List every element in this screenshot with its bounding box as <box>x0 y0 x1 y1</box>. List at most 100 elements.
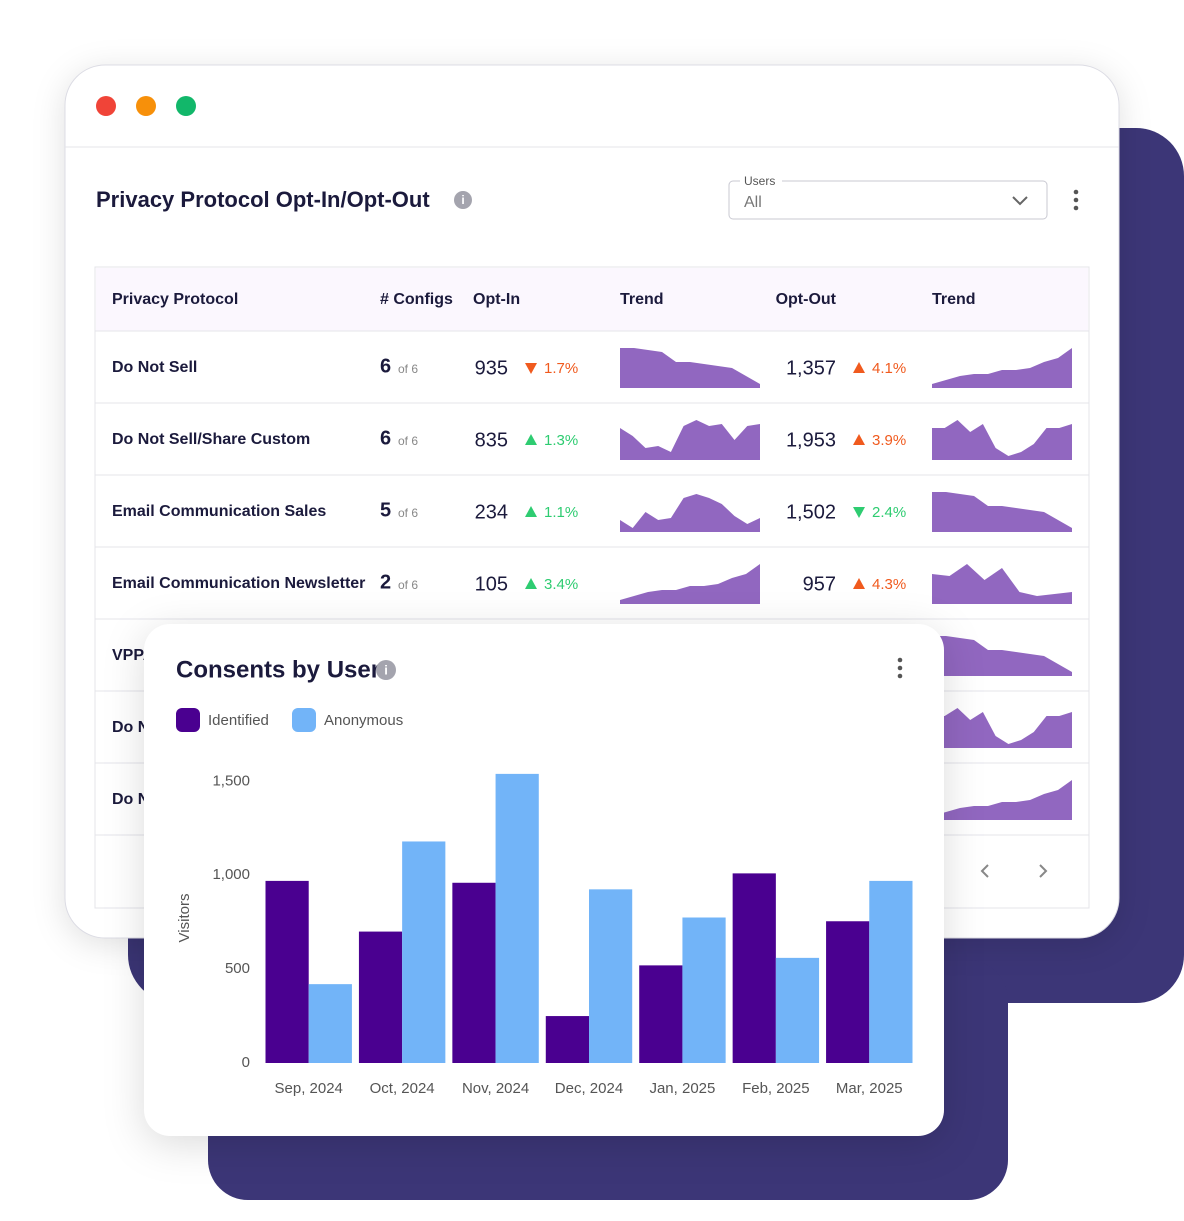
window-dot[interactable] <box>136 96 156 116</box>
sparkline <box>932 348 1072 388</box>
x-tick-label: Nov, 2024 <box>462 1080 529 1097</box>
chevron <box>1012 196 1028 206</box>
bar <box>639 965 683 1063</box>
chart-card: Consents by User i Visitors Identified An… <box>144 624 944 1136</box>
opt-out-change: 4.1% <box>872 360 906 377</box>
configs-of: of 6 <box>398 506 418 520</box>
info-glyph: i <box>384 662 388 677</box>
opt-out-change: 4.3% <box>872 576 906 593</box>
sparkline <box>620 420 760 460</box>
configs: 6 <box>380 427 391 449</box>
opt-in-change: 1.1% <box>544 504 578 521</box>
sparkline <box>932 636 1072 676</box>
opt-out: 1,502 <box>786 501 836 523</box>
column-header: Trend <box>620 291 664 308</box>
bar <box>775 957 820 1063</box>
info-icon[interactable] <box>454 191 472 209</box>
opt-in-change: 1.7% <box>544 360 578 377</box>
trend-arrow <box>525 506 537 517</box>
opt-in: 105 <box>475 573 508 595</box>
configs-of: of 6 <box>398 362 418 376</box>
opt-out-change: 2.4% <box>872 504 906 521</box>
bar <box>308 984 352 1063</box>
y-tick-label: 500 <box>225 960 250 977</box>
window-dot[interactable] <box>96 96 116 116</box>
sparkline <box>932 420 1072 460</box>
sparkline <box>620 348 760 388</box>
users-select[interactable] <box>728 180 1048 220</box>
protocol-name: Do Not Sell/Share Custom <box>112 431 310 448</box>
configs-of: of 6 <box>398 434 418 448</box>
protocol-name: Email Communication Sales <box>112 503 326 520</box>
bar <box>358 931 403 1063</box>
protocol-name: Email Communication Newsletter <box>112 575 365 592</box>
legend-label: Anonymous <box>324 712 403 729</box>
trend-arrow <box>853 507 865 518</box>
sparkline <box>932 564 1072 604</box>
x-tick-label: Feb, 2025 <box>742 1080 810 1097</box>
opt-out: 1,953 <box>786 429 836 451</box>
column-header: Opt-Out <box>776 291 837 308</box>
sparkline <box>932 708 1072 748</box>
trend-arrow <box>525 363 537 374</box>
kebab-menu[interactable] <box>897 657 903 679</box>
bar <box>826 921 870 1063</box>
trend-arrow <box>525 434 537 445</box>
column-header: # Configs <box>380 291 453 308</box>
x-tick-label: Sep, 2024 <box>275 1080 343 1097</box>
trend-arrow <box>525 578 537 589</box>
bar <box>402 841 446 1063</box>
bar <box>265 880 309 1063</box>
x-tick-label: Jan, 2025 <box>649 1080 715 1097</box>
kebab-menu[interactable] <box>1073 189 1079 211</box>
configs: 5 <box>380 499 391 521</box>
configs: 6 <box>380 355 391 377</box>
x-tick-label: Dec, 2024 <box>555 1080 623 1097</box>
bar <box>495 773 539 1063</box>
y-tick-label: 0 <box>242 1054 250 1071</box>
bar <box>452 882 496 1063</box>
sparkline <box>620 564 760 604</box>
column-header: Opt-In <box>473 291 520 308</box>
bar <box>682 917 726 1063</box>
select-label: Users <box>744 174 775 188</box>
opt-out: 1,357 <box>786 357 836 379</box>
opt-in: 935 <box>475 357 508 379</box>
table-header <box>96 268 1088 331</box>
legend-swatch <box>176 708 200 732</box>
trend-arrow <box>853 362 865 373</box>
y-tick-label: 1,500 <box>212 772 250 789</box>
opt-out: 957 <box>803 573 836 595</box>
opt-out-change: 3.9% <box>872 432 906 449</box>
y-axis-label: Visitors <box>176 894 193 943</box>
protocol-name: Do N <box>112 719 149 736</box>
bar <box>732 873 776 1063</box>
y-tick-label: 1,000 <box>212 866 250 883</box>
sparkline <box>620 494 760 532</box>
pagination[interactable] <box>980 864 1048 878</box>
trend-arrow <box>853 434 865 445</box>
info-glyph: i <box>461 193 464 207</box>
legend-label: Identified <box>208 712 269 729</box>
protocol-name: Do Not Sell <box>112 359 197 376</box>
legend-swatch <box>292 708 316 732</box>
protocol-name: Do N <box>112 791 149 808</box>
configs-of: of 6 <box>398 578 418 592</box>
opt-in-change: 3.4% <box>544 576 578 593</box>
window-dot[interactable] <box>176 96 196 116</box>
info-icon[interactable] <box>376 660 396 680</box>
x-tick-label: Mar, 2025 <box>836 1080 903 1097</box>
opt-in: 835 <box>475 429 508 451</box>
bar <box>589 889 633 1063</box>
select-value: All <box>744 194 762 211</box>
card-title: Privacy Protocol Opt-In/Opt-Out <box>96 187 430 212</box>
card-frame <box>144 624 944 1136</box>
sparkline <box>932 780 1072 820</box>
configs: 2 <box>380 571 391 593</box>
column-header: Privacy Protocol <box>112 291 238 308</box>
opt-in: 234 <box>475 501 508 523</box>
select-label-bg <box>740 176 782 186</box>
column-header: Trend <box>932 291 976 308</box>
